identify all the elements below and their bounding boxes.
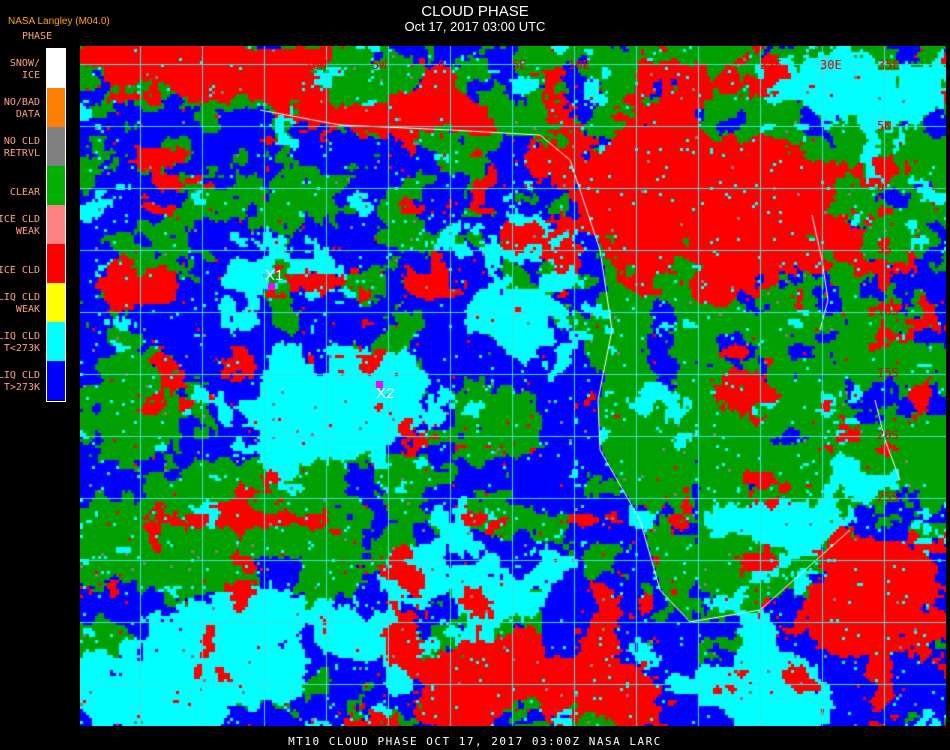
longitude-label: 35E (878, 58, 900, 72)
location-marker (376, 381, 383, 388)
legend-title: PHASE (22, 31, 53, 42)
legend-label-line2: WEAK (15, 304, 40, 315)
latitude-label: 15S (877, 366, 899, 380)
legend-label-line1 (0, 253, 40, 265)
cloud-phase-map (80, 46, 946, 726)
legend-label-line2: T>273K (3, 382, 40, 393)
legend-colorbar (46, 48, 66, 402)
legend-label-line2: ICE (21, 70, 40, 81)
longitude-label: 0 (438, 58, 446, 72)
longitude-label: 10W (305, 58, 327, 72)
legend-label: LIQ CLD T>273K (0, 370, 40, 394)
footer-caption: MT10 CLOUD PHASE OCT 17, 2017 03:00Z NAS… (288, 735, 662, 748)
longitude-label: 25E (760, 58, 782, 72)
longitude-label: 10E (568, 58, 590, 72)
legend-label-line1: NO/BAD (3, 97, 40, 108)
legend-swatch (47, 322, 65, 361)
latitude-label: 25S (877, 490, 899, 504)
legend-label: NO CLD RETRVL (0, 136, 40, 160)
legend-label-line2: ICE CLD (0, 265, 40, 276)
legend-label-line1: LIQ CLD (0, 292, 40, 303)
legend-label-line2: WEAK (15, 226, 40, 237)
legend-swatch (47, 244, 65, 283)
legend-label: CLEAR (0, 175, 40, 199)
legend-swatch (47, 127, 65, 166)
legend-label-line1: NO CLD (3, 136, 40, 147)
legend-swatch (47, 49, 65, 88)
legend-label: SNOW/ICE (0, 58, 40, 82)
legend-label-line2: RETRVL (3, 148, 40, 159)
map-timestamp: Oct 17, 2017 03:00 UTC (404, 19, 546, 34)
legend-label: NO/BAD DATA (0, 97, 40, 121)
legend-swatch (47, 166, 65, 205)
marker-label: X2 (376, 385, 395, 402)
legend-label-line1: LIQ CLD (0, 331, 40, 342)
longitude-label: 30E (820, 58, 842, 72)
map-title: CLOUD PHASE (421, 3, 529, 20)
latitude-label: 20S (877, 428, 899, 442)
latitude-label: 10S (877, 304, 899, 318)
legend-swatch (47, 88, 65, 127)
location-marker (268, 283, 275, 290)
latitude-label: 5N (877, 119, 892, 133)
marker-label: X1 (265, 267, 284, 284)
legend-swatch (47, 361, 65, 400)
latitude-label: 0 (877, 180, 885, 194)
org-label: NASA Langley (M04.0) (8, 16, 110, 27)
latitude-label: 5S (877, 242, 892, 256)
longitude-label: 5E (512, 58, 527, 72)
longitude-label: 5W (372, 58, 387, 72)
legend-label-line2: CLEAR (9, 187, 40, 198)
legend-label: ICE CLD (0, 253, 40, 277)
legend-label-line2: T<273K (3, 343, 40, 354)
legend-label: LIQ CLD T<273K (0, 331, 40, 355)
legend-label: LIQ CLD WEAK (0, 292, 40, 316)
legend-swatch (47, 205, 65, 244)
legend-label-line1 (0, 175, 40, 187)
legend-label-line2: DATA (15, 109, 40, 120)
legend-swatch (47, 283, 65, 322)
legend-label-line1: ICE CLD (0, 214, 40, 225)
legend-label-line1: LIQ CLD (0, 370, 40, 381)
legend-label-line1: SNOW/ (9, 58, 40, 69)
legend-label: ICE CLD WEAK (0, 214, 40, 238)
